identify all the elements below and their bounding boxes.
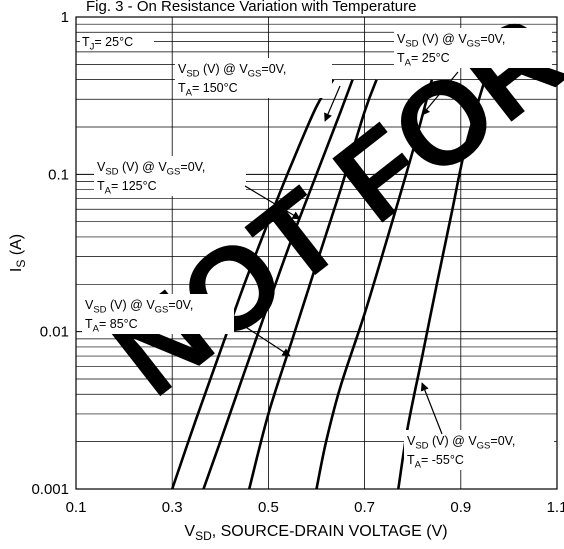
series-label-line1: VSD (V) @ VGS=0V, <box>85 298 193 316</box>
series-label-line2: TA= 150°C <box>178 81 238 99</box>
series-line-2 <box>247 79 378 490</box>
grid <box>76 17 557 490</box>
x-tick-label: 1.1 <box>547 499 564 516</box>
x-tick-labels: 0.1 0.3 0.5 0.7 0.9 1.1 <box>66 499 564 516</box>
annotation-bg <box>82 294 234 334</box>
series-curves <box>170 78 487 490</box>
x-tick-label: 0.5 <box>258 499 279 516</box>
annotation-arrow <box>420 382 443 435</box>
annotation-arrow <box>237 321 291 357</box>
annotation-bg <box>175 58 332 98</box>
tj-label-bg <box>80 33 154 50</box>
series-label-line2: TA= 125°C <box>97 179 157 197</box>
annotation-arrow <box>244 185 301 220</box>
series-label-line1: VSD (V) @ VGS=0V, <box>97 160 205 178</box>
annotation-bg <box>394 28 552 68</box>
series-line-3 <box>315 79 434 490</box>
y-tick-label: 0.01 <box>40 324 69 341</box>
series-line-1 <box>202 79 354 490</box>
tj-label: TJ= 25°C <box>82 35 133 53</box>
annotation-arrow <box>421 71 459 116</box>
x-tick-label: 0.1 <box>66 499 87 516</box>
y-tick-label: 1 <box>61 9 69 26</box>
series-label-line1: VSD (V) @ VGS=0V, <box>178 62 286 80</box>
y-axis-label: IS (A) <box>8 234 28 272</box>
annotation-arrow <box>324 85 341 122</box>
series-line-0 <box>170 78 335 490</box>
y-tick-label: 0.1 <box>48 166 69 183</box>
series-label-line2: TA= -55°C <box>407 453 464 471</box>
series-label-line2: TA= 25°C <box>397 51 450 69</box>
series-label-line1: VSD (V) @ VGS=0V, <box>397 32 505 50</box>
series-label-line1: VSD (V) @ VGS=0V, <box>407 434 515 452</box>
x-axis-label: VSD, SOURCE-DRAIN VOLTAGE (V) <box>184 523 447 543</box>
series-label-line2: TA= 85°C <box>85 317 138 335</box>
annotation-bg <box>94 156 246 196</box>
y-tick-label: 0.001 <box>31 481 69 498</box>
chart-title: Fig. 3 - On Resistance Variation with Te… <box>86 0 416 15</box>
series-line-4 <box>397 79 487 490</box>
annotation-bg <box>404 430 554 470</box>
x-tick-label: 0.9 <box>450 499 471 516</box>
x-tick-label: 0.3 <box>162 499 183 516</box>
x-tick-label: 0.7 <box>354 499 375 516</box>
y-tick-labels: 0.001 0.01 0.1 1 <box>31 9 69 498</box>
